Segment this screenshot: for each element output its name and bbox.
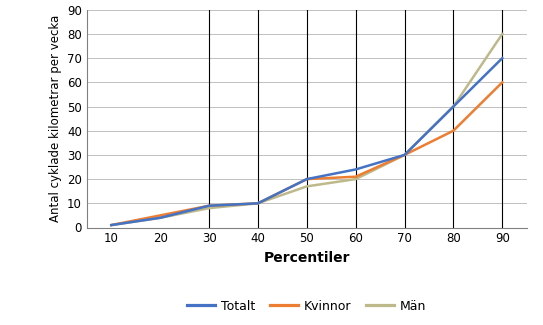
X-axis label: Percentiler: Percentiler — [263, 251, 350, 265]
Legend: Totalt, Kvinnor, Män: Totalt, Kvinnor, Män — [182, 295, 432, 318]
Y-axis label: Antal cyklade kilometrar per vecka: Antal cyklade kilometrar per vecka — [48, 15, 61, 222]
